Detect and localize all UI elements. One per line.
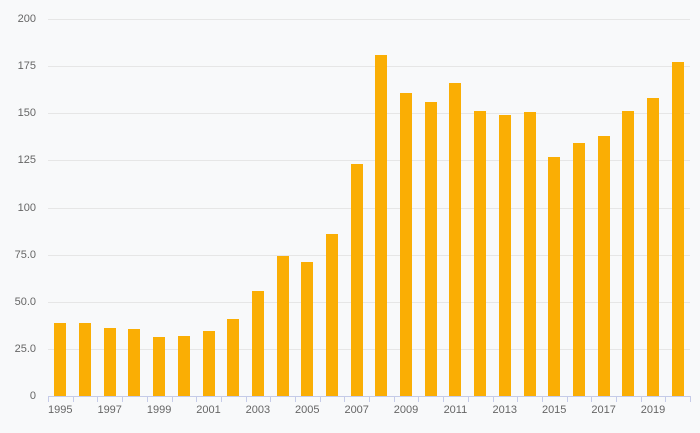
x-axis-tick-label: 1997	[97, 404, 122, 416]
x-axis-tick	[369, 397, 370, 402]
x-axis-tick-label: 1995	[48, 404, 73, 416]
x-axis-tick-label: 2015	[541, 404, 567, 416]
x-axis-tick	[492, 397, 494, 402]
gridline-100	[48, 207, 690, 209]
bar-2003[interactable]	[251, 291, 264, 396]
bar-2007[interactable]	[350, 164, 363, 396]
bar-1996[interactable]	[79, 323, 91, 396]
bar-2014[interactable]	[523, 112, 536, 396]
y-axis-tick-label: 125	[17, 154, 36, 167]
y-axis-tick-label: 100	[17, 201, 36, 214]
gridline-75	[48, 254, 690, 256]
gridline-50	[48, 301, 690, 303]
x-axis-tick-label: 2019	[640, 404, 666, 416]
bar-2019[interactable]	[647, 98, 659, 396]
x-axis-tick-label: 2005	[295, 404, 320, 416]
x-axis-tick	[517, 397, 519, 402]
gridline-125	[48, 160, 690, 162]
x-axis-tick	[270, 397, 272, 402]
x-axis-tick	[640, 397, 642, 402]
bar-2011[interactable]	[449, 83, 462, 396]
x-axis-tick	[418, 397, 420, 402]
bar-2001[interactable]	[202, 331, 215, 396]
x-axis-tick-label: 2011	[443, 404, 468, 416]
bar-1997[interactable]	[103, 328, 116, 396]
x-axis-tick-label: 2003	[245, 404, 271, 416]
x-axis-tick-label: 2013	[492, 404, 518, 416]
gridline-175	[48, 66, 690, 68]
bar-2020[interactable]	[671, 62, 684, 396]
bar-1999[interactable]	[153, 336, 166, 396]
x-axis-tick-label: 2017	[591, 404, 616, 416]
x-axis-tick	[591, 397, 593, 402]
bar-2016[interactable]	[572, 142, 585, 396]
bar-2006[interactable]	[326, 233, 338, 396]
gridline-25	[48, 348, 690, 350]
bar-2008[interactable]	[375, 54, 388, 396]
x-axis-tick	[48, 397, 49, 402]
bar-2009[interactable]	[400, 92, 412, 396]
x-axis-tick	[196, 397, 198, 402]
bar-2004[interactable]	[276, 255, 289, 396]
x-axis-tick	[541, 397, 543, 402]
x-axis-tick-label: 1999	[146, 404, 172, 416]
x-axis-tick	[393, 397, 395, 402]
x-axis-tick	[122, 397, 124, 402]
x-axis-tick	[443, 397, 445, 402]
x-axis-tick	[665, 397, 667, 402]
bar-2013[interactable]	[498, 115, 511, 396]
bar-2015[interactable]	[548, 156, 561, 396]
x-axis-tick	[72, 397, 74, 402]
x-axis-tick	[220, 397, 222, 402]
x-axis-tick	[294, 397, 296, 402]
bar-2018[interactable]	[622, 111, 635, 396]
bar-2012[interactable]	[474, 111, 487, 396]
y-axis-tick-label: 75.0	[14, 248, 36, 261]
x-axis-tick	[97, 397, 99, 402]
x-axis-tick	[319, 397, 321, 402]
x-axis-tick-label: 2009	[393, 404, 419, 416]
bar-2002[interactable]	[227, 318, 240, 396]
x-axis-tick	[467, 397, 469, 402]
y-axis-tick-label: 175	[17, 60, 36, 73]
gridline-200	[48, 19, 690, 20]
x-axis-tick	[690, 397, 691, 402]
y-axis-tick-label: 150	[17, 107, 36, 120]
bar-1995[interactable]	[54, 322, 67, 396]
gridline-150	[48, 113, 690, 115]
bar-2010[interactable]	[424, 101, 437, 396]
x-axis-tick	[245, 397, 247, 402]
x-axis-line	[48, 396, 691, 397]
y-axis-tick-label: 0	[29, 390, 36, 402]
x-axis-tick-label: 2007	[344, 404, 369, 416]
y-axis-tick-label: 25.0	[14, 342, 36, 355]
x-axis-tick-label: 2001	[196, 404, 221, 416]
bar-1998[interactable]	[128, 329, 141, 396]
x-axis-tick	[146, 397, 148, 402]
bar-2005[interactable]	[301, 262, 314, 396]
y-axis-tick-label: 50.0	[14, 295, 36, 308]
x-axis-tick	[566, 397, 568, 402]
bar-2017[interactable]	[597, 135, 610, 396]
bar-2000[interactable]	[177, 335, 190, 396]
x-axis-tick	[615, 397, 617, 402]
x-axis-tick	[171, 397, 173, 402]
x-axis-tick	[344, 397, 346, 402]
y-axis-tick-label: 200	[17, 13, 36, 25]
